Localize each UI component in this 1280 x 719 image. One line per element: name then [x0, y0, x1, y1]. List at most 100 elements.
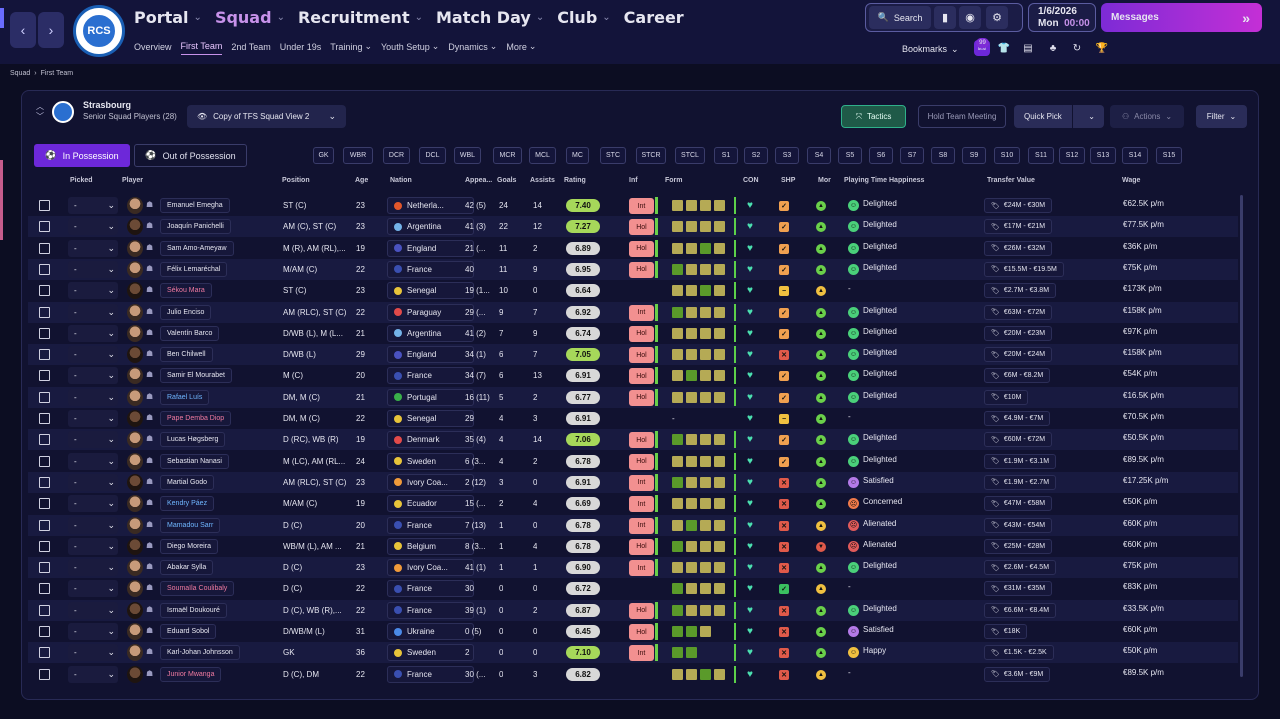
col-form[interactable]: Form — [665, 177, 683, 184]
player-name[interactable]: Karl-Johan Johnsson — [160, 645, 240, 661]
col-picked[interactable]: Picked — [70, 177, 93, 184]
chevron-down-icon[interactable]: ⌄ — [1088, 112, 1095, 121]
picked-dropdown[interactable]: - ⌄ — [68, 601, 118, 619]
table-row[interactable]: - ⌄ ☗ Kendry Páez M/AM (C) 19 Ecuador 15 (... 2 4… — [28, 493, 1238, 514]
inf-badge[interactable]: Hol — [629, 325, 654, 342]
picked-dropdown[interactable]: - ⌄ — [68, 388, 118, 406]
nav-squad[interactable]: Squad ⌄ — [215, 6, 285, 28]
inf-badge[interactable]: Int — [629, 474, 654, 491]
player-name[interactable]: Félix Lemaréchal — [160, 261, 228, 277]
position-filter-s3[interactable]: S3 — [775, 147, 799, 164]
nation-box[interactable]: France — [387, 260, 474, 278]
player-name[interactable]: Kendry Páez — [160, 496, 215, 512]
picked-dropdown[interactable]: - ⌄ — [68, 516, 118, 534]
inf-badge[interactable]: Int — [629, 198, 654, 214]
player-name[interactable]: Pape Demba Diop — [160, 411, 232, 426]
transfer-value[interactable]: 🏷 €2.6M - €4.5M — [984, 560, 1057, 576]
position-filter-stc[interactable]: STC — [600, 147, 626, 164]
transfer-value[interactable]: 🏷 €15.5M - €19.5M — [984, 261, 1064, 277]
table-row[interactable]: - ⌄ ☗ Sékou Mara ST (C) 23 Senegal 19 (1... 10 0 6… — [28, 280, 1238, 301]
picked-dropdown[interactable]: - ⌄ — [68, 665, 118, 683]
pick-checkbox[interactable] — [39, 242, 50, 254]
col-assists[interactable]: Assists — [530, 177, 555, 184]
chevron-down-icon[interactable]: ﹀ — [36, 111, 44, 121]
position-filter-gk[interactable]: GK — [313, 147, 334, 164]
col-appearances[interactable]: Appea... — [465, 177, 493, 184]
subnav-dynamics[interactable]: Dynamics ⌄ — [448, 41, 497, 55]
subnav-training[interactable]: Training ⌄ — [330, 41, 372, 55]
inf-badge[interactable]: Hol — [629, 261, 654, 278]
pick-checkbox[interactable] — [39, 455, 50, 467]
table-row[interactable]: - ⌄ ☗ Joaquín Panichelli AM (C), ST (C) 23 Arg… — [28, 216, 1238, 238]
player-name[interactable]: Junior Mwanga — [160, 666, 222, 682]
nation-box[interactable]: Senegal — [387, 282, 474, 300]
inf-badge[interactable]: Hol — [629, 389, 654, 406]
table-row[interactable]: - ⌄ ☗ Julio Enciso AM (RLC), ST (C) 22 Paragua… — [28, 301, 1238, 323]
player-name[interactable]: Abakar Sylla — [160, 560, 214, 576]
nation-box[interactable]: England — [387, 346, 474, 364]
position-filter-dcl[interactable]: DCL — [419, 147, 446, 164]
nation-box[interactable]: France — [387, 665, 474, 683]
subnav-youth-setup[interactable]: Youth Setup ⌄ — [381, 41, 439, 55]
table-row[interactable]: - ⌄ ☗ Samir El Mourabet M (C) 20 France 34 (7) 6… — [28, 365, 1238, 386]
pick-checkbox[interactable] — [39, 327, 50, 339]
col-inf[interactable]: Inf — [629, 177, 638, 184]
player-name[interactable]: Joaquín Panichelli — [160, 219, 231, 235]
position-filter-mcl[interactable]: MCL — [529, 147, 556, 164]
hold-meeting-button[interactable]: Hold Team Meeting — [918, 105, 1006, 128]
nav-club[interactable]: Club ⌄ — [557, 6, 610, 28]
position-filter-s4[interactable]: S4 — [807, 147, 831, 164]
picked-dropdown[interactable]: - ⌄ — [68, 431, 118, 449]
position-filter-stcl[interactable]: STCL — [675, 147, 705, 164]
col-playing-time-happiness[interactable]: Playing Time Happiness — [844, 177, 925, 184]
picked-dropdown[interactable]: - ⌄ — [68, 623, 118, 640]
picked-dropdown[interactable]: - ⌄ — [68, 580, 118, 598]
picked-dropdown[interactable]: - ⌄ — [68, 197, 118, 214]
picked-dropdown[interactable]: - ⌄ — [68, 218, 118, 236]
col-position[interactable]: Position — [282, 177, 310, 184]
pick-checkbox[interactable] — [39, 263, 50, 275]
pick-checkbox[interactable] — [39, 647, 50, 659]
col-con[interactable]: CON — [743, 177, 759, 184]
pick-checkbox[interactable] — [39, 626, 50, 637]
inf-badge[interactable]: Hol — [629, 368, 654, 385]
nav-portal[interactable]: Portal ⌄ — [134, 6, 202, 28]
position-filter-s10[interactable]: S10 — [994, 147, 1020, 164]
nation-box[interactable]: Sweden — [387, 452, 474, 470]
scrollbar[interactable] — [1240, 195, 1243, 677]
position-filter-wbl[interactable]: WBL — [454, 147, 481, 164]
player-name[interactable]: Samir El Mourabet — [160, 368, 232, 384]
subnav-first-team[interactable]: First Team — [180, 41, 223, 55]
nation-box[interactable]: Argentina — [387, 324, 474, 342]
chevron-up-icon[interactable]: ︿ — [36, 101, 44, 111]
inf-badge[interactable]: Hol — [629, 432, 654, 449]
nav-recruitment[interactable]: Recruitment ⌄ — [298, 6, 423, 28]
table-row[interactable]: - ⌄ ☗ Sam Amo-Ameyaw M (R), AM (RL),... 19 Eng… — [28, 238, 1238, 259]
subnav-under-19s[interactable]: Under 19s — [280, 41, 322, 55]
pick-checkbox[interactable] — [39, 668, 50, 680]
position-filter-s15[interactable]: S15 — [1156, 147, 1182, 164]
nation-box[interactable]: Denmark — [387, 431, 474, 449]
transfer-value[interactable]: 🏷 €20M - €23M — [984, 325, 1053, 341]
nation-box[interactable]: Ivory Coa... — [387, 559, 474, 577]
table-row[interactable]: - ⌄ ☗ Soumaïla Coulibaly D (C) 22 France 30 0 0 6.… — [28, 578, 1238, 599]
transfer-value[interactable]: 🏷 €60M - €72M — [984, 432, 1053, 448]
nation-box[interactable]: England — [387, 239, 474, 257]
pick-checkbox[interactable] — [39, 519, 50, 531]
filter-button[interactable]: Filter ⌄ — [1196, 105, 1247, 128]
table-row[interactable]: - ⌄ ☗ Ben Chilwell D/WB (L) 29 England 34 (1) 6 7… — [28, 344, 1238, 366]
pick-checkbox[interactable] — [39, 306, 50, 318]
nation-box[interactable]: France — [387, 601, 474, 619]
subnav-overview[interactable]: Overview — [134, 41, 172, 55]
col-mor[interactable]: Mor — [818, 177, 831, 184]
pick-checkbox[interactable] — [39, 349, 50, 361]
table-row[interactable]: - ⌄ ☗ Ismaël Doukouré D (C), WB (R),... 22 Fra… — [28, 599, 1238, 621]
inf-badge[interactable]: Int — [629, 304, 654, 321]
tactics-board-icon[interactable]: ♣ — [1049, 42, 1057, 54]
messages-button[interactable]: Messages » — [1101, 3, 1262, 32]
inf-badge[interactable]: Hol — [629, 219, 654, 236]
transfer-value[interactable]: 🏷 €25M - €28M — [984, 538, 1053, 554]
refresh-icon[interactable]: ↻ — [1072, 42, 1082, 54]
nation-box[interactable]: Sweden — [387, 644, 474, 662]
position-filter-s12[interactable]: S12 — [1059, 147, 1085, 164]
